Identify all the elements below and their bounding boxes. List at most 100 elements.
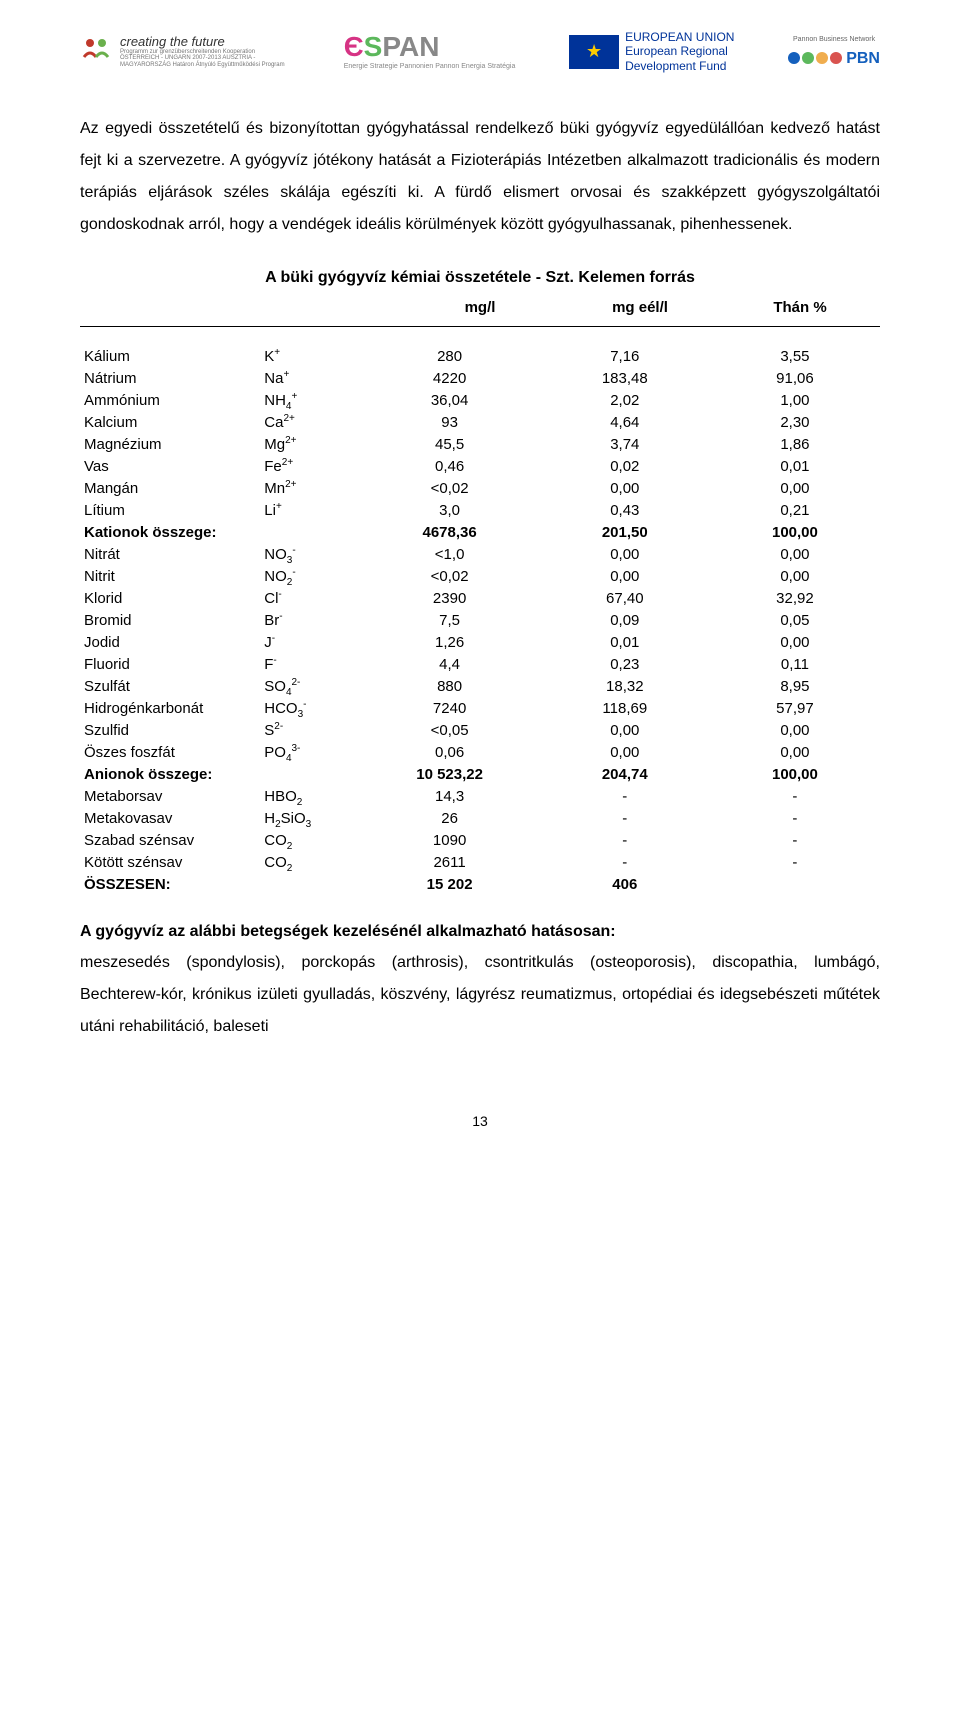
cell-than: 2,30: [710, 411, 880, 433]
cell-symbol: S2-: [260, 719, 359, 741]
document-page: creating the future Programm zur grenzüb…: [0, 0, 960, 1169]
unit-mgl: mg/l: [400, 299, 560, 316]
cell-symbol: PO43-: [260, 741, 359, 763]
table-row: BromidBr-7,50,090,05: [80, 609, 880, 631]
cell-symbol: K+: [260, 345, 359, 367]
cell-mgeel: 0,23: [540, 653, 710, 675]
cell-name: Fluorid: [80, 653, 260, 675]
table-row: Kötött szénsavCO22611--: [80, 851, 880, 873]
cell-than: -: [710, 785, 880, 807]
table-row: FluoridF-4,40,230,11: [80, 653, 880, 675]
table-title: A büki gyógyvíz kémiai összetétele - Szt…: [80, 269, 880, 287]
cell-mgeel: 3,74: [540, 433, 710, 455]
cell-name: Szabad szénsav: [80, 829, 260, 851]
cell-mgl: 7,5: [359, 609, 539, 631]
cell-symbol: SO42-: [260, 675, 359, 697]
cell-mgeel: 2,02: [540, 389, 710, 411]
cell-mgl: 4678,36: [359, 521, 539, 543]
ctf-sub: Programm zur grenzüberschreitenden Koope…: [120, 49, 290, 69]
cell-symbol: Cl-: [260, 587, 359, 609]
cell-name: Vas: [80, 455, 260, 477]
page-number: 13: [80, 1113, 880, 1129]
table-row: AmmóniumNH4+36,042,021,00: [80, 389, 880, 411]
table-row: SzulfátSO42-88018,328,95: [80, 675, 880, 697]
cell-mgl: <0,02: [359, 565, 539, 587]
cell-symbol: Na+: [260, 367, 359, 389]
table-row: MetakovasavH2SiO326--: [80, 807, 880, 829]
cell-than: 0,11: [710, 653, 880, 675]
table-row: MagnéziumMg2+45,53,741,86: [80, 433, 880, 455]
cell-name: Mangán: [80, 477, 260, 499]
table-row: NátriumNa+4220183,4891,06: [80, 367, 880, 389]
cell-mgeel: 0,01: [540, 631, 710, 653]
logo-pbn: Pannon Business Network PBN: [788, 36, 880, 67]
cell-mgeel: 0,00: [540, 719, 710, 741]
cell-symbol: Li+: [260, 499, 359, 521]
table-row: SzulfidS2-<0,050,000,00: [80, 719, 880, 741]
cell-than: 91,06: [710, 367, 880, 389]
eu-flag-icon: ★: [569, 35, 619, 69]
table-row: NitritNO2-<0,020,000,00: [80, 565, 880, 587]
cell-mgl: 4,4: [359, 653, 539, 675]
cell-mgl: 4220: [359, 367, 539, 389]
cell-than: 1,86: [710, 433, 880, 455]
cell-mgeel: 0,00: [540, 741, 710, 763]
cell-mgl: 0,46: [359, 455, 539, 477]
table-row: KloridCl-239067,4032,92: [80, 587, 880, 609]
cell-name: Kalcium: [80, 411, 260, 433]
cell-symbol: CO2: [260, 829, 359, 851]
cell-symbol: Ca2+: [260, 411, 359, 433]
cell-mgl: 2390: [359, 587, 539, 609]
cell-name: Hidrogénkarbonát: [80, 697, 260, 719]
cell-symbol: F-: [260, 653, 359, 675]
cell-than: -: [710, 829, 880, 851]
cell-mgl: 93: [359, 411, 539, 433]
table-row: KáliumK+2807,163,55: [80, 345, 880, 367]
cell-name: Nitrit: [80, 565, 260, 587]
table-row: Szabad szénsavCO21090--: [80, 829, 880, 851]
cell-than: 100,00: [710, 763, 880, 785]
cell-mgeel: 204,74: [540, 763, 710, 785]
cell-mgl: 2611: [359, 851, 539, 873]
cell-mgl: 14,3: [359, 785, 539, 807]
ctf-title: creating the future: [120, 35, 290, 49]
pbn-title: Pannon Business Network: [793, 36, 875, 44]
cell-than: 0,05: [710, 609, 880, 631]
espan-sub: Energie Strategie Pannonien Pannon Energ…: [344, 63, 516, 71]
cell-than: 0,00: [710, 543, 880, 565]
cell-than: [710, 873, 880, 895]
cell-mgl: 1,26: [359, 631, 539, 653]
cell-symbol: J-: [260, 631, 359, 653]
cell-than: 1,00: [710, 389, 880, 411]
cell-than: 0,00: [710, 565, 880, 587]
table-row: Kationok összege:4678,36201,50100,00: [80, 521, 880, 543]
cell-mgeel: 406: [540, 873, 710, 895]
cell-symbol: Br-: [260, 609, 359, 631]
pbn-short: PBN: [846, 50, 880, 68]
cell-mgeel: 18,32: [540, 675, 710, 697]
cell-mgl: 880: [359, 675, 539, 697]
table-row: Öszes foszfátPO43-0,060,000,00: [80, 741, 880, 763]
table-row: JodidJ-1,260,010,00: [80, 631, 880, 653]
cell-name: ÖSSZESEN:: [80, 873, 260, 895]
cell-mgeel: -: [540, 851, 710, 873]
cell-mgl: 0,06: [359, 741, 539, 763]
cell-mgeel: 0,43: [540, 499, 710, 521]
eu-line3: Development Fund: [625, 59, 734, 73]
cell-than: 57,97: [710, 697, 880, 719]
cell-than: 0,00: [710, 719, 880, 741]
cell-symbol: NO3-: [260, 543, 359, 565]
table-row: MangánMn2+<0,020,000,00: [80, 477, 880, 499]
diseases-paragraph: meszesedés (spondylosis), porckopás (art…: [80, 947, 880, 1043]
cell-name: Lítium: [80, 499, 260, 521]
eu-line2: European Regional: [625, 44, 734, 58]
eu-line1: EUROPEAN UNION: [625, 30, 734, 44]
cell-mgl: 45,5: [359, 433, 539, 455]
cell-name: Öszes foszfát: [80, 741, 260, 763]
cell-mgl: 15 202: [359, 873, 539, 895]
table-row: MetaborsavHBO214,3--: [80, 785, 880, 807]
cell-mgl: 1090: [359, 829, 539, 851]
cell-name: Nátrium: [80, 367, 260, 389]
cell-than: 0,01: [710, 455, 880, 477]
cell-symbol: CO2: [260, 851, 359, 873]
